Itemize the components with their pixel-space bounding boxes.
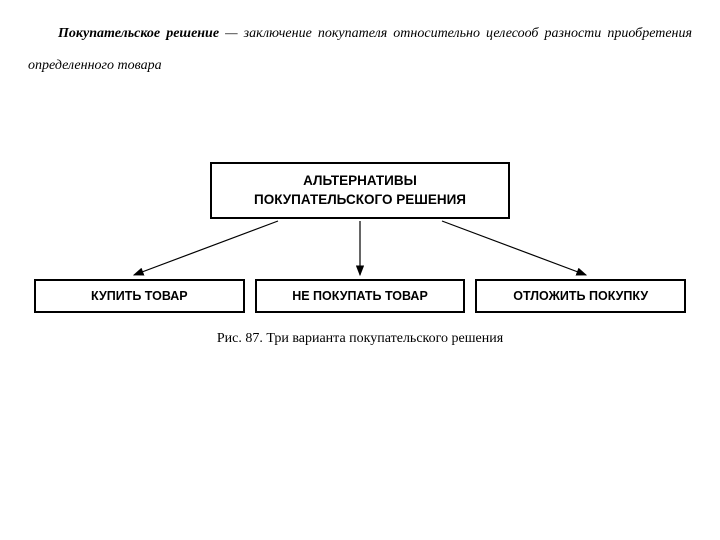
tree-child-label: НЕ ПОКУПАТЬ ТОВАР	[292, 289, 428, 303]
tree-root-line2: ПОКУПАТЕЛЬСКОГО РЕШЕНИЯ	[240, 191, 480, 209]
tree-edge-3	[442, 221, 586, 275]
tree-edge-1	[134, 221, 278, 275]
definition-text-1: заключение покупателя относительно целес…	[244, 26, 539, 41]
definition-term: Покупательское решение	[58, 26, 219, 41]
tree-child-node: КУПИТЬ ТОВАР	[34, 279, 245, 313]
tree-child-node: НЕ ПОКУПАТЬ ТОВАР	[255, 279, 466, 313]
tree-connector-svg	[28, 219, 692, 279]
tree-child-label: КУПИТЬ ТОВАР	[91, 289, 188, 303]
decision-tree-diagram: АЛЬТЕРНАТИВЫ ПОКУПАТЕЛЬСКОГО РЕШЕНИЯ КУП…	[28, 162, 692, 346]
tree-children-row: КУПИТЬ ТОВАР НЕ ПОКУПАТЬ ТОВАР ОТЛОЖИТЬ …	[28, 279, 692, 313]
definition-dash: —	[225, 26, 237, 41]
definition-paragraph: Покупательское решение — заключение поку…	[28, 18, 692, 82]
tree-child-node: ОТЛОЖИТЬ ПОКУПКУ	[475, 279, 686, 313]
tree-child-label: ОТЛОЖИТЬ ПОКУПКУ	[513, 289, 648, 303]
tree-arrows-row	[28, 219, 692, 279]
tree-root-node: АЛЬТЕРНАТИВЫ ПОКУПАТЕЛЬСКОГО РЕШЕНИЯ	[210, 162, 510, 218]
figure-caption: Рис. 87. Три варианта покупательского ре…	[28, 331, 692, 347]
tree-root-line1: АЛЬТЕРНАТИВЫ	[240, 172, 480, 190]
